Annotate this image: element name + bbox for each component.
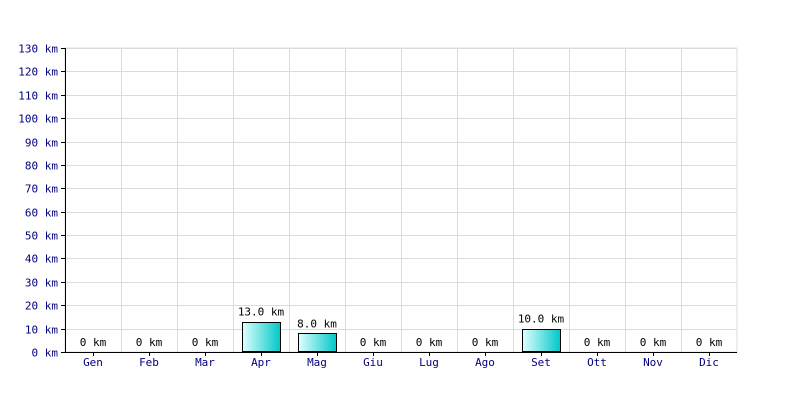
- value-label: 8.0 km: [297, 317, 337, 330]
- value-label: 10.0 km: [518, 313, 565, 326]
- value-label: 0 km: [416, 336, 443, 349]
- y-tick-label: 100 km: [18, 113, 58, 126]
- x-tick-label: Dic: [699, 356, 719, 369]
- x-tick-label: Lug: [419, 356, 439, 369]
- bar: [298, 333, 337, 352]
- x-tick-label: Giu: [363, 356, 383, 369]
- y-tick-label: 60 km: [25, 207, 58, 220]
- x-tick-label: Feb: [139, 356, 159, 369]
- value-label: 0 km: [640, 336, 667, 349]
- y-tick-label: 10 km: [25, 324, 58, 337]
- y-tick-label: 90 km: [25, 137, 58, 150]
- x-tick-label: Set: [531, 356, 551, 369]
- y-tick-label: 120 km: [18, 66, 58, 79]
- value-label: 13.0 km: [238, 306, 285, 319]
- y-tick-label: 130 km: [18, 43, 58, 56]
- value-label: 0 km: [136, 336, 163, 349]
- bar: [522, 329, 561, 352]
- y-tick-label: 80 km: [25, 160, 58, 173]
- x-tick-label: Ago: [475, 356, 495, 369]
- x-tick-label: Mar: [195, 356, 215, 369]
- y-tick-label: 20 km: [25, 300, 58, 313]
- value-label: 0 km: [584, 336, 611, 349]
- x-tick-label: Ott: [587, 356, 607, 369]
- value-label: 0 km: [696, 336, 723, 349]
- y-tick-label: 110 km: [18, 90, 58, 103]
- value-label: 0 km: [80, 336, 107, 349]
- x-tick-label: Gen: [83, 356, 103, 369]
- y-tick-label: 0 km: [32, 347, 59, 360]
- bars: [242, 322, 561, 352]
- axes: [61, 48, 737, 356]
- value-label: 0 km: [472, 336, 499, 349]
- value-label: 0 km: [192, 336, 219, 349]
- y-tick-label: 30 km: [25, 277, 58, 290]
- x-tick-label: Apr: [251, 356, 271, 369]
- x-tick-label: Mag: [307, 356, 327, 369]
- y-tick-label: 40 km: [25, 253, 58, 266]
- grid-lines: [64, 47, 738, 353]
- labels: 0 km 10 km 20 km 30 km 40 km 50 km 60 km 70 km 8…: [18, 43, 722, 370]
- y-tick-label: 70 km: [25, 183, 58, 196]
- bar: [242, 322, 281, 352]
- value-label: 0 km: [360, 336, 387, 349]
- x-tick-label: Nov: [643, 356, 663, 369]
- y-tick-label: 50 km: [25, 230, 58, 243]
